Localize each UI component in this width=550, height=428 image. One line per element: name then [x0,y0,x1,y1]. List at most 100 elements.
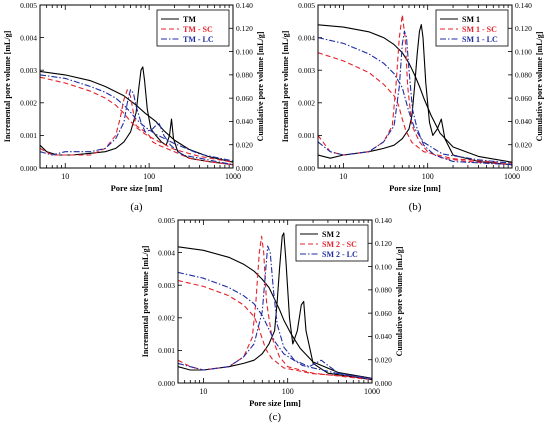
y-right-tick-label: 0.020 [515,141,532,150]
y-right-tick-label: 0.140 [375,216,392,225]
y-right-axis-label: Cumulative pore volume [mL/g] [395,246,404,356]
series-incremental-3 [318,30,512,166]
legend-box [435,9,509,47]
series-cumulative-2 [318,52,512,164]
y-left-axis-label: Incremental pore volume [mL/g] [3,30,12,142]
y-right-tick-label: 0.100 [236,47,253,56]
y-left-tick-label: 0.002 [20,99,37,108]
series-incremental-1 [40,66,233,166]
y-left-tick-label: 0.000 [298,164,315,173]
x-tick-label: 100 [282,387,294,396]
series-cumulative-3 [318,37,512,164]
y-right-tick-label: 0.080 [236,71,253,80]
y-left-tick-label: 0.005 [20,1,37,10]
y-left-tick-label: 0.000 [20,164,37,173]
x-tick-label: 10 [339,172,347,181]
panel-label: (c) [269,411,282,423]
series-cumulative-1 [318,24,512,163]
legend-entry: TM [183,15,196,24]
x-tick-label: 10 [199,387,207,396]
x-tick-label: 100 [422,172,434,181]
y-right-tick-label: 0.040 [515,117,532,126]
y-left-axis-label: Incremental pore volume [mL/g] [281,30,290,142]
y-right-tick-label: 0.040 [375,332,392,341]
legend-entry: SM 2 [322,230,340,239]
series-cumulative-1 [178,246,372,379]
legend-entry: SM 1 - SC [462,25,497,34]
series-cumulative-2 [40,76,233,163]
y-left-tick-label: 0.001 [20,131,37,140]
y-right-tick-label: 0.140 [515,1,532,10]
x-axis-label: Pore size [nm] [111,183,163,193]
plot-frame [177,219,373,384]
y-right-tick-label: 0.100 [375,262,392,271]
y-left-tick-label: 0.005 [298,1,315,10]
y-right-axis-label: Cumulative pore volume [mL/g] [535,31,544,141]
y-right-tick-label: 0.060 [375,309,392,318]
series-incremental-3 [40,89,233,166]
y-left-tick-label: 0.002 [158,314,175,323]
panel-label: (a) [130,201,143,213]
y-right-tick-label: 0.060 [515,94,532,103]
y-right-tick-label: 0.020 [236,141,253,150]
y-right-tick-label: 0.020 [375,356,392,365]
legend-entry: SM 1 [462,15,480,24]
y-right-tick-label: 0.120 [375,239,392,248]
legend-box [295,224,369,262]
legend-box [156,9,230,47]
chart-panel-2: 10 100 10000.0000.0010.0020.0030.0040.0050… [281,1,544,213]
x-axis-label: Pore size [nm] [249,398,301,408]
y-right-tick-label: 0.000 [375,379,392,388]
y-left-tick-label: 0.001 [298,131,315,140]
y-right-tick-label: 0.100 [515,47,532,56]
x-tick-label: 1000 [225,172,241,181]
y-right-tick-label: 0.080 [515,71,532,80]
chart-panel-3: 10 100 10000.0000.0010.0020.0030.0040.0050… [141,216,404,423]
plot-frame [39,4,234,169]
y-left-tick-label: 0.002 [298,99,315,108]
y-right-tick-label: 0.000 [515,164,532,173]
x-tick-label: 1000 [504,172,520,181]
series-incremental-3 [178,245,372,381]
chart-panel-1: 10 100 10000.0000.0010.0020.0030.0040.0050… [3,1,265,213]
y-right-tick-label: 0.000 [236,164,253,173]
legend-entry: TM - SC [183,25,213,34]
y-left-tick-label: 0.000 [158,379,175,388]
x-tick-label: 10 [61,172,69,181]
y-left-tick-label: 0.003 [20,66,37,75]
x-tick-label: 100 [143,172,155,181]
y-right-tick-label: 0.060 [236,94,253,103]
y-left-tick-label: 0.005 [158,216,175,225]
y-right-axis-label: Cumulative pore volume [mL/g] [256,31,265,141]
y-right-tick-label: 0.140 [236,1,253,10]
legend-entry: SM 2 - SC [322,240,357,249]
legend-entry: TM - LC [183,35,214,44]
y-left-tick-label: 0.004 [20,33,37,42]
y-right-tick-label: 0.080 [375,286,392,295]
plot-frame [317,4,513,169]
series-lines [40,66,233,166]
legend-entry: SM 2 - LC [322,250,358,259]
series-incremental-2 [40,89,233,166]
x-tick-label: 1000 [364,387,380,396]
y-right-tick-label: 0.040 [236,117,253,126]
series-incremental-1 [178,232,372,381]
y-left-tick-label: 0.003 [158,281,175,290]
y-right-tick-label: 0.120 [236,24,253,33]
legend-entry: SM 1 - LC [462,35,498,44]
y-left-tick-label: 0.001 [158,346,175,355]
y-left-tick-label: 0.003 [298,66,315,75]
series-cumulative-2 [178,279,372,379]
series-cumulative-3 [178,271,372,379]
series-lines [178,232,372,381]
series-lines [318,14,512,166]
series-cumulative-1 [40,70,233,163]
series-cumulative-3 [40,74,233,162]
series-incremental-1 [318,24,512,166]
x-axis-label: Pore size [nm] [389,183,441,193]
y-left-tick-label: 0.004 [298,33,315,42]
